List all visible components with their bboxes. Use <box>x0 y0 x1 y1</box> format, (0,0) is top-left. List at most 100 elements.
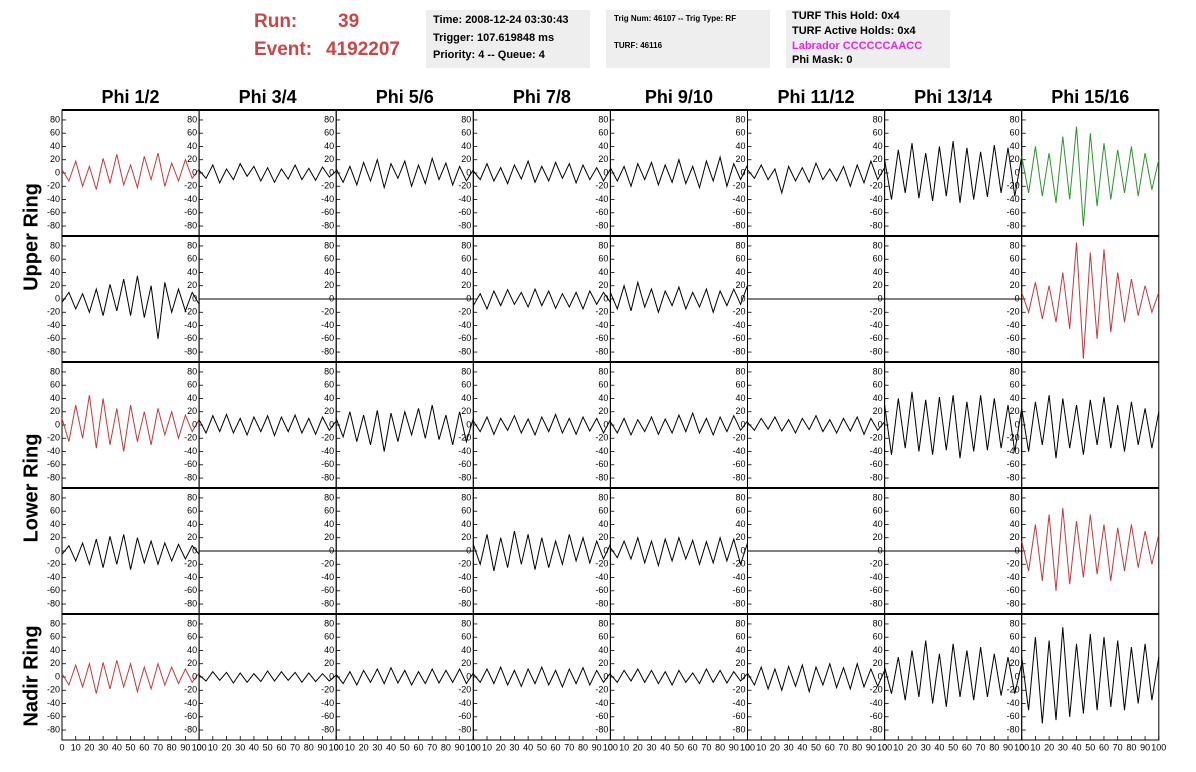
y-tick-label: -60 <box>732 333 745 343</box>
column-header: Phi 9/10 <box>645 87 713 107</box>
y-tick-label: -40 <box>458 698 471 708</box>
y-tick-label: -80 <box>184 724 197 734</box>
y-tick-label: 0 <box>329 545 334 555</box>
panel-frame <box>335 613 474 741</box>
info-line: Priority: 4 -- Queue: 4 <box>433 49 546 61</box>
y-tick-label: 80 <box>324 492 334 502</box>
y-tick-label: -60 <box>47 711 60 721</box>
y-tick-label: -40 <box>47 194 60 204</box>
y-tick-label: 20 <box>735 280 745 290</box>
x-tick-label: 50 <box>400 742 410 752</box>
y-tick-label: 20 <box>187 658 197 668</box>
x-tick-label: 40 <box>934 742 944 752</box>
y-tick-label: -60 <box>595 207 608 217</box>
y-tick-label: 40 <box>873 645 883 655</box>
x-tick-label: 10 <box>345 742 355 752</box>
waveform <box>884 391 1023 459</box>
y-tick-label: -40 <box>1007 194 1020 204</box>
y-tick-label: 20 <box>735 658 745 668</box>
waveform <box>472 413 611 437</box>
y-tick-label: -60 <box>1007 711 1020 721</box>
x-tick-label: 50 <box>263 742 273 752</box>
y-tick-label: -60 <box>47 585 60 595</box>
y-tick-label: 0 <box>329 293 334 303</box>
y-tick-label: -40 <box>184 320 197 330</box>
y-tick-label: 0 <box>55 167 60 177</box>
y-tick-label: -40 <box>732 446 745 456</box>
y-tick-label: -20 <box>870 181 883 191</box>
info-line: Labrador CCCCCCAACC <box>792 40 922 52</box>
y-tick-label: -20 <box>321 433 334 443</box>
y-tick-label: 0 <box>329 671 334 681</box>
y-tick-label: -40 <box>870 572 883 582</box>
y-tick-label: 20 <box>598 532 608 542</box>
y-tick-label: 40 <box>187 267 197 277</box>
info-line: Trig Num: 46107 -- Trig Type: RF <box>614 14 736 23</box>
y-tick-label: 0 <box>55 293 60 303</box>
y-tick-label: -40 <box>458 446 471 456</box>
panel-frame <box>472 613 611 741</box>
panel-frame <box>747 109 886 237</box>
y-tick-label: -80 <box>47 346 60 356</box>
event-label: Event: <box>254 39 312 60</box>
y-tick-label: 0 <box>740 419 745 429</box>
y-tick-label: 20 <box>873 658 883 668</box>
y-tick-label: -60 <box>47 459 60 469</box>
y-tick-label: 0 <box>740 293 745 303</box>
waveform <box>1021 242 1160 359</box>
y-tick-label: 0 <box>466 167 471 177</box>
y-tick-label: 0 <box>603 419 608 429</box>
panel-frame <box>747 613 886 741</box>
x-tick-label: 80 <box>167 742 177 752</box>
y-tick-label: -40 <box>732 194 745 204</box>
y-tick-label: -40 <box>47 572 60 582</box>
waveform <box>198 413 337 438</box>
y-tick-label: 60 <box>324 506 334 516</box>
y-tick-label: -80 <box>458 724 471 734</box>
y-tick-label: 80 <box>187 366 197 376</box>
y-tick-label: 60 <box>187 128 197 138</box>
y-tick-label: -20 <box>321 559 334 569</box>
waveform <box>335 156 474 190</box>
y-tick-label: 60 <box>50 506 60 516</box>
y-tick-label: 80 <box>598 618 608 628</box>
y-tick-label: -40 <box>321 446 334 456</box>
panel-frame <box>1021 109 1160 237</box>
x-tick-label: 20 <box>496 742 506 752</box>
x-tick-label: 40 <box>523 742 533 752</box>
x-tick-label: 10 <box>619 742 629 752</box>
y-tick-label: -40 <box>321 320 334 330</box>
y-tick-label: 20 <box>1010 532 1020 542</box>
y-tick-label: 80 <box>735 492 745 502</box>
y-tick-label: -40 <box>732 698 745 708</box>
y-tick-label: 20 <box>461 658 471 668</box>
panel-frame <box>609 487 749 615</box>
y-tick-label: -60 <box>595 585 608 595</box>
x-tick-label: 50 <box>811 742 821 752</box>
y-tick-label: -60 <box>321 207 334 217</box>
y-tick-label: -80 <box>321 346 334 356</box>
event-value: 4192207 <box>326 39 400 60</box>
x-tick-label: 90 <box>866 742 876 752</box>
panel-frame <box>884 361 1023 489</box>
y-tick-label: 40 <box>1010 267 1020 277</box>
waveform <box>472 665 611 689</box>
x-tick-label: 30 <box>98 742 108 752</box>
y-tick-label: 40 <box>187 519 197 529</box>
waveform <box>61 534 200 570</box>
x-tick-label: 100 <box>466 742 481 752</box>
y-tick-label: -40 <box>47 320 60 330</box>
y-tick-label: -60 <box>458 207 471 217</box>
y-tick-label: -60 <box>184 333 197 343</box>
y-tick-label: 80 <box>873 492 883 502</box>
y-tick-label: 40 <box>461 267 471 277</box>
y-tick-label: 0 <box>1015 671 1020 681</box>
y-tick-label: 20 <box>1010 406 1020 416</box>
y-tick-label: 40 <box>598 393 608 403</box>
y-tick-label: 40 <box>324 519 334 529</box>
y-tick-label: 40 <box>735 267 745 277</box>
y-tick-label: 20 <box>461 532 471 542</box>
waveform <box>61 152 200 190</box>
y-tick-label: -60 <box>184 207 197 217</box>
y-tick-label: -80 <box>321 598 334 608</box>
